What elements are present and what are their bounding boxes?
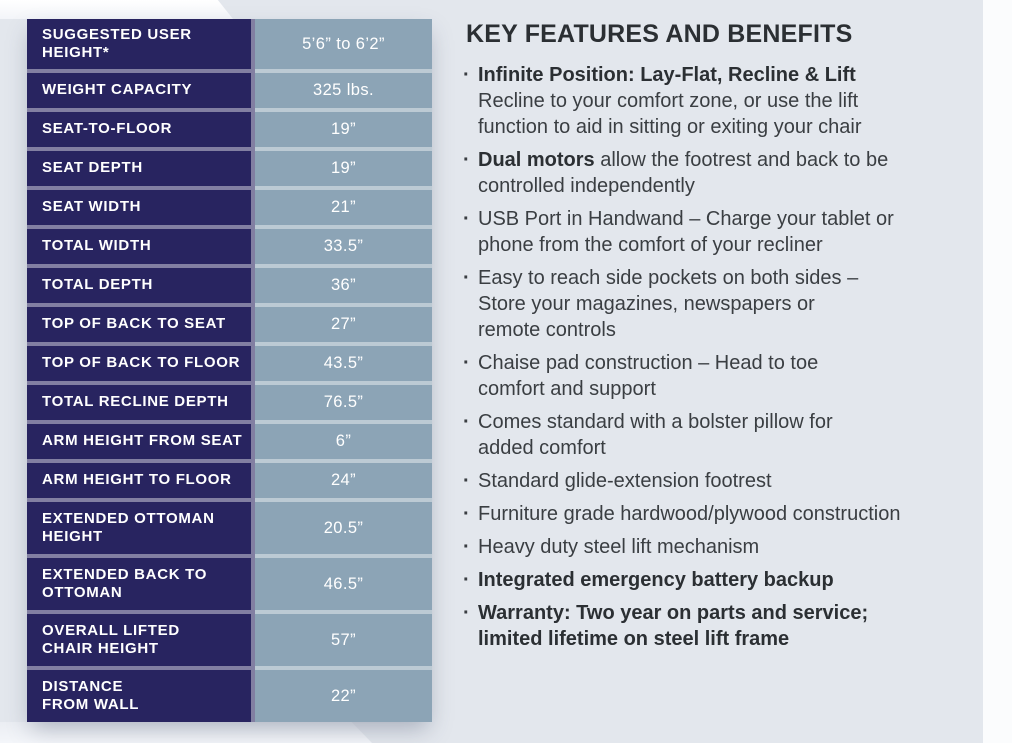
spec-label-cell: EXTENDED BACK TO OTTOMAN bbox=[27, 554, 255, 610]
spec-row: TOP OF BACK TO SEAT 27” bbox=[27, 303, 432, 342]
features-title: KEY FEATURES AND BENEFITS bbox=[466, 20, 853, 48]
spec-row: SEAT WIDTH 21” bbox=[27, 186, 432, 225]
spec-value-cell: 5’6” to 6’2” bbox=[255, 19, 432, 69]
spec-value-cell: 46.5” bbox=[255, 554, 432, 610]
spec-value-cell: 36” bbox=[255, 264, 432, 303]
right-page-edge bbox=[983, 0, 1012, 743]
spec-label-cell: ARM HEIGHT FROM SEAT bbox=[27, 420, 255, 459]
bullet-dot: · bbox=[463, 536, 470, 558]
spec-value-cell: 6” bbox=[255, 420, 432, 459]
spec-value-cell: 19” bbox=[255, 108, 432, 147]
spec-label-cell: ARM HEIGHT TO FLOOR bbox=[27, 459, 255, 498]
bottom-left-white-wedge bbox=[0, 722, 372, 743]
spec-row: DISTANCE FROM WALL 22” bbox=[27, 666, 432, 722]
feature-text: Furniture grade hardwood/plywood constru… bbox=[478, 503, 901, 525]
spec-label-cell: SEAT-TO-FLOOR bbox=[27, 108, 255, 147]
spec-row: ARM HEIGHT FROM SEAT 6” bbox=[27, 420, 432, 459]
bullet-dot: · bbox=[463, 149, 470, 171]
feature-item: · Chaise pad construction – Head to toe co… bbox=[463, 350, 985, 402]
spec-value-cell: 22” bbox=[255, 666, 432, 722]
feature-text: Easy to reach side pockets on both sides… bbox=[478, 267, 859, 341]
spec-label-cell: WEIGHT CAPACITY bbox=[27, 69, 255, 108]
spec-table: SUGGESTED USER HEIGHT* 5’6” to 6’2” WEIGHT… bbox=[27, 19, 432, 722]
spec-label-cell: SEAT WIDTH bbox=[27, 186, 255, 225]
feature-item: · Warranty: Two year on parts and service… bbox=[463, 600, 985, 652]
top-left-white-wedge bbox=[0, 0, 233, 19]
spec-value-cell: 325 lbs. bbox=[255, 69, 432, 108]
bullet-dot: · bbox=[463, 352, 470, 374]
bullet-dot: · bbox=[463, 208, 470, 230]
feature-text: Dual motors allow the footrest and back … bbox=[478, 149, 889, 197]
spec-value-cell: 43.5” bbox=[255, 342, 432, 381]
spec-label-cell: TOP OF BACK TO FLOOR bbox=[27, 342, 255, 381]
spec-label-cell: OVERALL LIFTED CHAIR HEIGHT bbox=[27, 610, 255, 666]
spec-label-cell: DISTANCE FROM WALL bbox=[27, 666, 255, 722]
bullet-dot: · bbox=[463, 64, 470, 86]
spec-row: TOTAL RECLINE DEPTH 76.5” bbox=[27, 381, 432, 420]
spec-label-cell: SEAT DEPTH bbox=[27, 147, 255, 186]
spec-row: ARM HEIGHT TO FLOOR 24” bbox=[27, 459, 432, 498]
spec-row: TOTAL DEPTH 36” bbox=[27, 264, 432, 303]
feature-text: Heavy duty steel lift mechanism bbox=[478, 536, 760, 558]
features-panel: KEY FEATURES AND BENEFITS · Infinite Posi… bbox=[463, 20, 985, 659]
spec-value-cell: 21” bbox=[255, 186, 432, 225]
spec-label-cell: TOTAL WIDTH bbox=[27, 225, 255, 264]
spec-label-cell: TOTAL DEPTH bbox=[27, 264, 255, 303]
feature-item: · Infinite Position: Lay-Flat, Recline & … bbox=[463, 62, 985, 140]
spec-value-cell: 33.5” bbox=[255, 225, 432, 264]
spec-label-cell: SUGGESTED USER HEIGHT* bbox=[27, 19, 255, 69]
spec-row: SUGGESTED USER HEIGHT* 5’6” to 6’2” bbox=[27, 19, 432, 69]
feature-item: · Heavy duty steel lift mechanism bbox=[463, 534, 985, 560]
spec-row: EXTENDED OTTOMAN HEIGHT 20.5” bbox=[27, 498, 432, 554]
feature-item: · Standard glide-extension footrest bbox=[463, 468, 985, 494]
spec-row: EXTENDED BACK TO OTTOMAN 46.5” bbox=[27, 554, 432, 610]
bullet-dot: · bbox=[463, 470, 470, 492]
spec-value-cell: 19” bbox=[255, 147, 432, 186]
feature-item: · Furniture grade hardwood/plywood constr… bbox=[463, 501, 985, 527]
spec-value-cell: 20.5” bbox=[255, 498, 432, 554]
spec-label-cell: TOTAL RECLINE DEPTH bbox=[27, 381, 255, 420]
spec-row: WEIGHT CAPACITY 325 lbs. bbox=[27, 69, 432, 108]
feature-text: Integrated emergency battery backup bbox=[478, 569, 834, 591]
feature-text: Standard glide-extension footrest bbox=[478, 470, 772, 492]
feature-text: Warranty: Two year on parts and service;… bbox=[478, 602, 869, 650]
feature-text: Infinite Position: Lay-Flat, Recline & L… bbox=[478, 64, 862, 138]
spec-row: TOTAL WIDTH 33.5” bbox=[27, 225, 432, 264]
spec-value-cell: 76.5” bbox=[255, 381, 432, 420]
spec-label-cell: TOP OF BACK TO SEAT bbox=[27, 303, 255, 342]
spec-row: SEAT-TO-FLOOR 19” bbox=[27, 108, 432, 147]
feature-text: Comes standard with a bolster pillow for… bbox=[478, 411, 833, 459]
feature-item: · Integrated emergency battery backup bbox=[463, 567, 985, 593]
spec-value-cell: 27” bbox=[255, 303, 432, 342]
feature-text: USB Port in Handwand – Charge your table… bbox=[478, 208, 894, 256]
bullet-dot: · bbox=[463, 411, 470, 433]
spec-row: SEAT DEPTH 19” bbox=[27, 147, 432, 186]
spec-row: OVERALL LIFTED CHAIR HEIGHT 57” bbox=[27, 610, 432, 666]
spec-value-cell: 57” bbox=[255, 610, 432, 666]
bullet-dot: · bbox=[463, 267, 470, 289]
spec-value-cell: 24” bbox=[255, 459, 432, 498]
features-list: · Infinite Position: Lay-Flat, Recline & … bbox=[463, 62, 985, 652]
feature-item: · Easy to reach side pockets on both side… bbox=[463, 265, 985, 343]
feature-item: · Comes standard with a bolster pillow fo… bbox=[463, 409, 985, 461]
bullet-dot: · bbox=[463, 503, 470, 525]
spec-label-cell: EXTENDED OTTOMAN HEIGHT bbox=[27, 498, 255, 554]
feature-item: · USB Port in Handwand – Charge your tabl… bbox=[463, 206, 985, 258]
bullet-dot: · bbox=[463, 602, 470, 624]
bullet-dot: · bbox=[463, 569, 470, 591]
spec-row: TOP OF BACK TO FLOOR 43.5” bbox=[27, 342, 432, 381]
feature-item: · Dual motors allow the footrest and back… bbox=[463, 147, 985, 199]
feature-text: Chaise pad construction – Head to toe com… bbox=[478, 352, 819, 400]
